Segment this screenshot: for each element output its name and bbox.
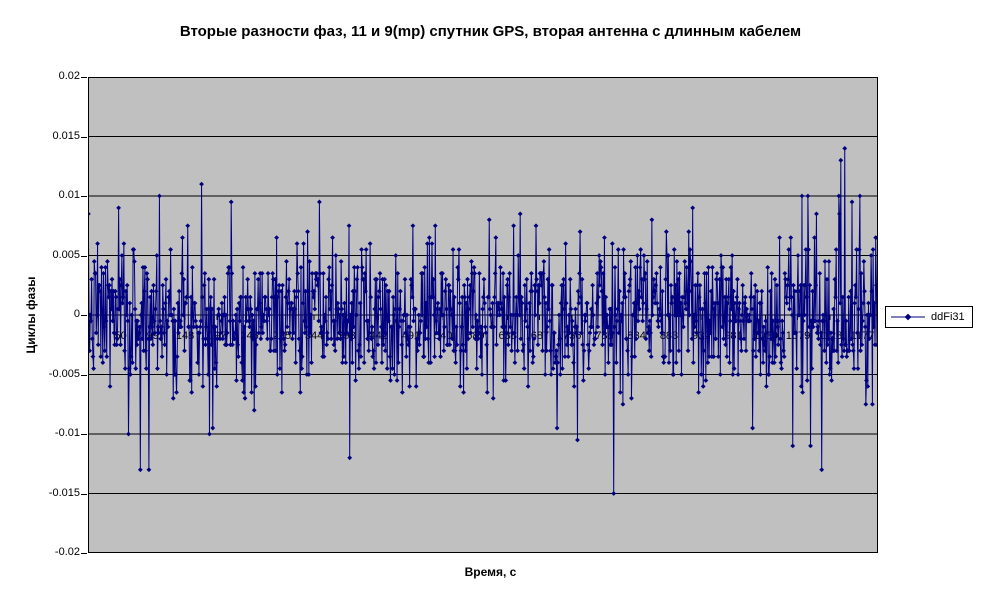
legend-series-marker-icon (891, 313, 925, 321)
y-tick-label: -0.01 (54, 427, 80, 439)
y-tick-label: 0 (73, 308, 80, 320)
y-tick-label: -0.015 (48, 486, 80, 499)
y-tick-label: 0.02 (58, 70, 80, 82)
plot-area: 1 50 99 148 197 246 295 344 393 442 491 540 589 638 68… (88, 77, 878, 553)
y-axis-tick-mark (81, 553, 87, 554)
plot-border (88, 77, 878, 553)
y-tick-label: -0.005 (48, 367, 80, 380)
x-axis-title: Время, с (464, 565, 517, 579)
y-axis-tick-mark (81, 315, 87, 316)
y-axis-tick-mark (81, 196, 87, 197)
y-axis-tick-mark (81, 77, 87, 78)
series-diamond-markers (88, 146, 878, 496)
y-tick-label: 0.015 (52, 129, 80, 142)
y-axis-tick-mark (81, 375, 87, 376)
y-tick-label: -0.02 (54, 546, 80, 558)
y-axis-tick-mark (81, 137, 87, 138)
y-tick-label: 0.005 (52, 248, 80, 261)
legend: ddFi31 (885, 306, 973, 328)
data-series-ddFi31 (88, 146, 878, 496)
legend-series-label: ddFi31 (931, 311, 965, 323)
y-axis-tick-mark (81, 256, 87, 257)
y-axis-tick-mark (81, 494, 87, 495)
y-tick-label: 0.01 (58, 189, 80, 201)
chart-title: Вторые разности фаз, 11 и 9(mp) спутник … (179, 23, 802, 40)
y-axis-tick-mark (81, 434, 87, 435)
